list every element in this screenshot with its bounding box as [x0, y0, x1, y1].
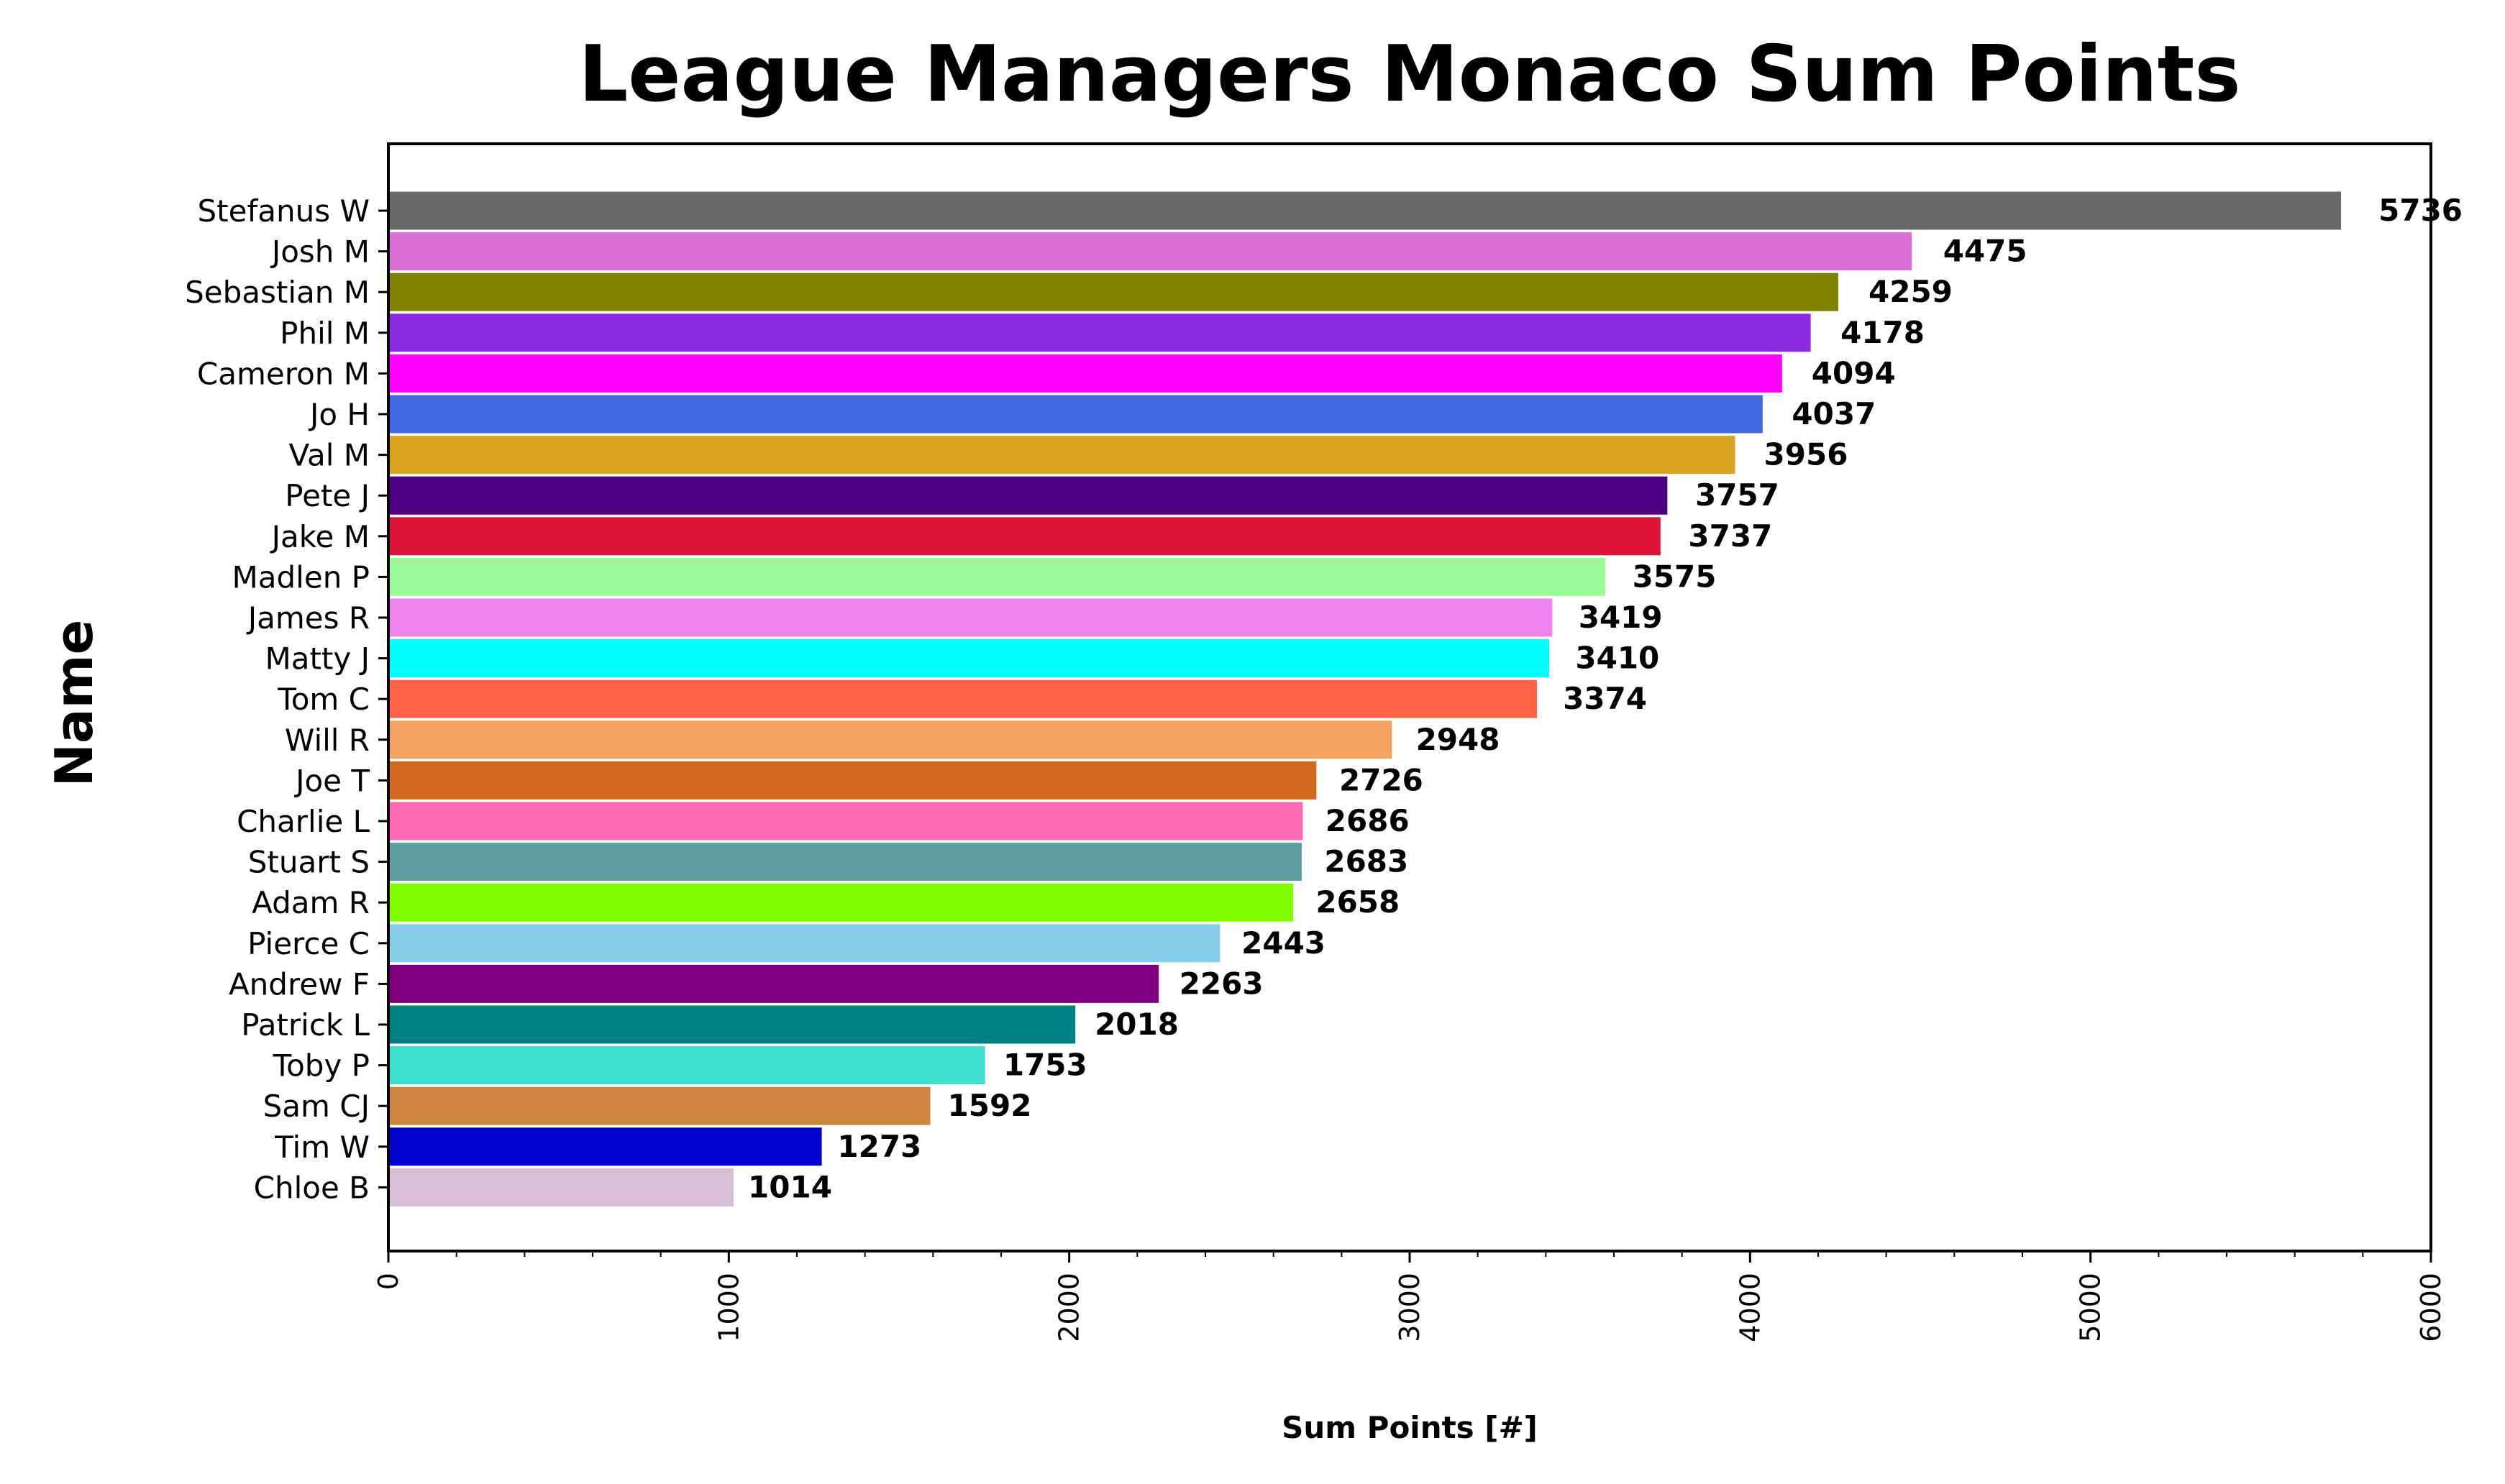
data-label-matty-j: 3410	[1575, 641, 1659, 676]
bar-adam-r	[388, 883, 1294, 922]
plot-area-frame	[387, 142, 2432, 1252]
bar-pierce-c	[388, 924, 1220, 963]
bar-madlen-p	[388, 557, 1606, 596]
bar-pete-j	[388, 476, 1668, 515]
bar-patrick-l	[388, 1005, 1076, 1044]
bar-jake-m	[388, 517, 1661, 556]
category-label-sebastian-m: Sebastian M	[185, 275, 370, 310]
data-label-jo-h: 4037	[1792, 396, 1876, 431]
x-tick-label-5000: 5000	[2075, 1273, 2107, 1342]
category-label-jo-h: Jo H	[308, 397, 370, 432]
category-label-matty-j: Matty J	[265, 641, 370, 677]
category-label-madlen-p: Madlen P	[232, 559, 370, 595]
bar-andrew-f	[388, 964, 1159, 1003]
x-tick-label-2000: 2000	[1054, 1273, 1085, 1342]
data-label-chloe-b: 1014	[748, 1169, 832, 1204]
y-axis-label: Name	[44, 620, 104, 787]
data-label-joe-t: 2726	[1339, 762, 1423, 797]
category-label-pierce-c: Pierce C	[247, 926, 370, 961]
category-label-patrick-l: Patrick L	[241, 1007, 370, 1043]
data-label-cameron-m: 4094	[1812, 355, 1896, 390]
bar-jo-h	[388, 395, 1763, 434]
bar-cameron-m	[388, 354, 1782, 393]
data-label-sam-cj: 1592	[948, 1088, 1032, 1123]
category-label-tim-w: Tim W	[274, 1130, 370, 1165]
data-label-andrew-f: 2263	[1180, 966, 1264, 1001]
data-label-josh-m: 4475	[1943, 234, 2027, 269]
category-label-chloe-b: Chloe B	[254, 1170, 370, 1205]
data-label-madlen-p: 3575	[1633, 559, 1717, 594]
data-label-toby-p: 1753	[1003, 1048, 1087, 1083]
data-label-stuart-s: 2683	[1324, 844, 1408, 879]
data-label-tim-w: 1273	[837, 1129, 921, 1164]
category-label-toby-p: Toby P	[273, 1048, 370, 1084]
category-label-will-r: Will R	[285, 723, 370, 758]
data-label-adam-r: 2658	[1315, 884, 1400, 920]
data-label-tom-c: 3374	[1563, 681, 1647, 716]
data-labels-group: 5736 4475 4259 4178 4094 4037 3956 3757 3737 3575…	[748, 193, 2463, 1204]
bar-toby-p	[388, 1046, 985, 1085]
x-tick-label-1000: 1000	[713, 1273, 744, 1342]
bar-will-r	[388, 720, 1392, 759]
bar-matty-j	[388, 639, 1550, 678]
bars-group	[388, 191, 2342, 1206]
data-label-patrick-l: 2018	[1095, 1007, 1179, 1042]
x-tick-label-6000: 6000	[2415, 1273, 2447, 1342]
x-tick-label-4000: 4000	[1734, 1273, 1766, 1342]
data-label-james-r: 3419	[1579, 600, 1663, 635]
x-tick-label-0: 0	[373, 1273, 404, 1290]
category-label-andrew-f: Andrew F	[229, 966, 370, 1002]
x-tick-label-3000: 3000	[1394, 1273, 1425, 1342]
category-label-stefanus-w: Stefanus W	[198, 193, 370, 229]
bar-chloe-b	[388, 1168, 734, 1206]
bar-joe-t	[388, 761, 1317, 800]
bar-sam-cj	[388, 1086, 931, 1125]
category-label-phil-m: Phil M	[280, 316, 370, 351]
bar-tom-c	[388, 679, 1538, 718]
bar-charlie-l	[388, 802, 1303, 841]
bar-stefanus-w	[388, 191, 2342, 230]
category-label-james-r: James R	[246, 600, 370, 636]
category-label-tom-c: Tom C	[277, 682, 370, 717]
bar-tim-w	[388, 1127, 822, 1166]
bar-val-m	[388, 436, 1735, 475]
x-axis-label: Sum Points [#]	[1282, 1410, 1538, 1445]
category-label-pete-j: Pete J	[285, 478, 370, 513]
category-label-val-m: Val M	[289, 438, 370, 473]
category-label-jake-m: Jake M	[270, 519, 370, 554]
data-label-stefanus-w: 5736	[2378, 193, 2463, 228]
data-label-sebastian-m: 4259	[1869, 274, 1953, 309]
category-label-josh-m: Josh M	[270, 234, 370, 270]
data-label-phil-m: 4178	[1840, 315, 1925, 350]
data-label-charlie-l: 2686	[1325, 803, 1410, 838]
data-label-pierce-c: 2443	[1241, 925, 1325, 961]
category-label-joe-t: Joe T	[293, 763, 370, 798]
bar-james-r	[388, 598, 1553, 637]
category-label-stuart-s: Stuart S	[248, 845, 370, 880]
x-axis-ticks-group: 0 1000 2000 3000 4000 5000 6000	[373, 1251, 2447, 1342]
bar-sebastian-m	[388, 272, 1838, 311]
data-label-will-r: 2948	[1416, 722, 1500, 757]
category-labels-group: Stefanus W Josh M Sebastian M Phil M Cameron…	[185, 193, 388, 1205]
data-label-pete-j: 3757	[1695, 477, 1779, 513]
category-label-cameron-m: Cameron M	[197, 356, 370, 391]
data-label-val-m: 3956	[1764, 437, 1848, 472]
category-label-charlie-l: Charlie L	[237, 804, 370, 839]
bar-phil-m	[388, 313, 1811, 352]
bar-josh-m	[388, 232, 1912, 271]
chart-title: League Managers Monaco Sum Points	[578, 29, 2240, 119]
bar-stuart-s	[388, 843, 1302, 881]
category-label-sam-cj: Sam CJ	[263, 1089, 370, 1124]
data-label-jake-m: 3737	[1688, 518, 1772, 554]
category-label-adam-r: Adam R	[252, 885, 370, 920]
